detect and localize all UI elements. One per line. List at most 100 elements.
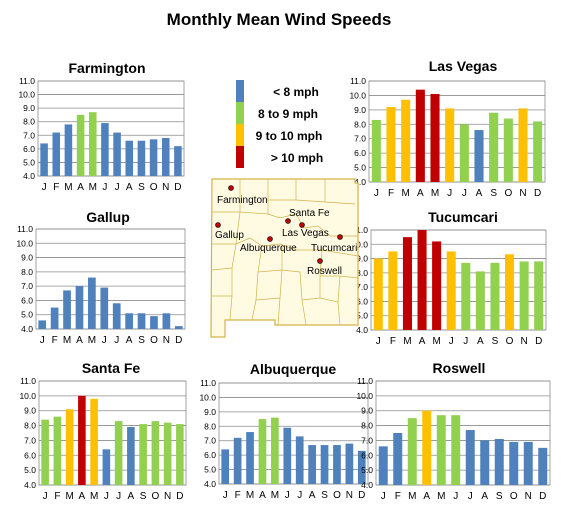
x-tick-label: S [492,336,499,347]
y-tick-label: 4.0 [23,171,35,181]
county-line [337,275,341,303]
y-tick-label: 9.0 [204,407,216,417]
city-marker-santa-fe [285,218,291,224]
y-tick-label: 10.0 [199,392,216,402]
city-marker-farmington [228,185,234,191]
city-label-roswell: Roswell [307,266,342,277]
plot-frame [375,380,551,486]
x-tick-label: F [390,336,396,347]
city-marker-las-vegas [299,222,305,228]
legend-swatch-8to9 [236,102,244,124]
x-tick-label: J [374,188,379,199]
y-tick-label: 4.0 [356,325,368,335]
bar [345,443,354,484]
bar [509,441,519,485]
y-tick-label: 8.0 [361,421,373,431]
bar [475,271,485,330]
y-tick-label: 7.0 [24,435,36,445]
legend-swatch-lt8 [236,80,244,102]
county-line [257,244,283,273]
y-tick-label: 5.0 [356,311,368,321]
plot-frame [218,382,369,485]
bar [246,432,254,484]
x-tick-label: D [535,336,542,347]
legend-swatch-gt10 [236,146,244,168]
bar [38,320,47,329]
x-tick-label: F [395,491,401,502]
bar [149,139,158,176]
y-tick-label: 4.0 [204,479,216,489]
bar [233,437,242,484]
chart-title: Roswell [433,360,486,376]
y-tick-label: 6.0 [24,450,36,460]
x-tick-label: S [140,491,147,502]
y-tick-label: 11.0 [17,224,33,234]
x-tick-label: A [477,336,484,347]
bar [430,93,440,182]
x-tick-label: M [271,490,279,501]
x-tick-label: A [76,335,83,346]
bar [436,415,446,485]
x-tick-label: A [126,335,133,346]
state-outline [210,178,359,338]
x-tick-label: O [333,490,341,501]
nm-map: Farmington Santa Fe Las Vegas Gallup Alb… [210,178,359,338]
y-tick-label: 8.0 [23,117,35,127]
bar [50,307,59,329]
x-tick-label: M [401,188,409,199]
bar [432,241,442,330]
bar [125,140,134,176]
bar [534,261,544,330]
x-tick-label: M [63,335,71,346]
x-tick-label: A [481,491,488,502]
bar [378,446,388,485]
legend-label-8to9: 8 to 9 mph [258,107,318,121]
bar [402,237,412,330]
county-line [229,295,233,321]
x-tick-label: N [163,335,170,346]
x-tick-label: F [52,335,58,346]
y-tick-label: 10.0 [349,90,366,100]
x-tick-label: O [151,491,159,502]
bar [474,130,484,182]
bar [422,410,432,485]
x-tick-label: A [309,490,316,501]
bar [114,421,123,485]
y-tick-label: 5.0 [23,157,35,167]
bar [519,261,529,330]
y-tick-label: 4.0 [354,177,366,187]
county-line [211,211,241,271]
x-tick-label: A [77,182,84,193]
x-tick-label: M [88,335,96,346]
chart-title: Farmington [69,60,146,76]
bar [451,415,461,485]
y-tick-label: 7.0 [354,134,366,144]
legend-swatch-9to10 [236,124,244,146]
x-tick-label: J [449,336,454,347]
x-tick-label: J [468,491,473,502]
bar [161,138,170,176]
bar [150,316,158,329]
x-tick-label: S [496,491,503,502]
city-marker-roswell [317,258,323,264]
x-tick-label: N [525,491,532,502]
y-tick-label: 5.0 [361,465,373,475]
bar [461,262,471,330]
x-tick-label: F [54,491,60,502]
y-tick-label: 11.0 [200,378,216,388]
bar [494,438,504,485]
bar [88,112,97,176]
legend-label-9to10: 9 to 10 mph [256,129,323,143]
bar [64,124,73,176]
bar [76,114,85,176]
x-tick-label: J [462,188,467,199]
x-tick-label: F [388,188,394,199]
bar [388,251,398,330]
bar [151,421,160,485]
y-tick-label: 11.0 [19,76,35,86]
bar [90,398,98,485]
